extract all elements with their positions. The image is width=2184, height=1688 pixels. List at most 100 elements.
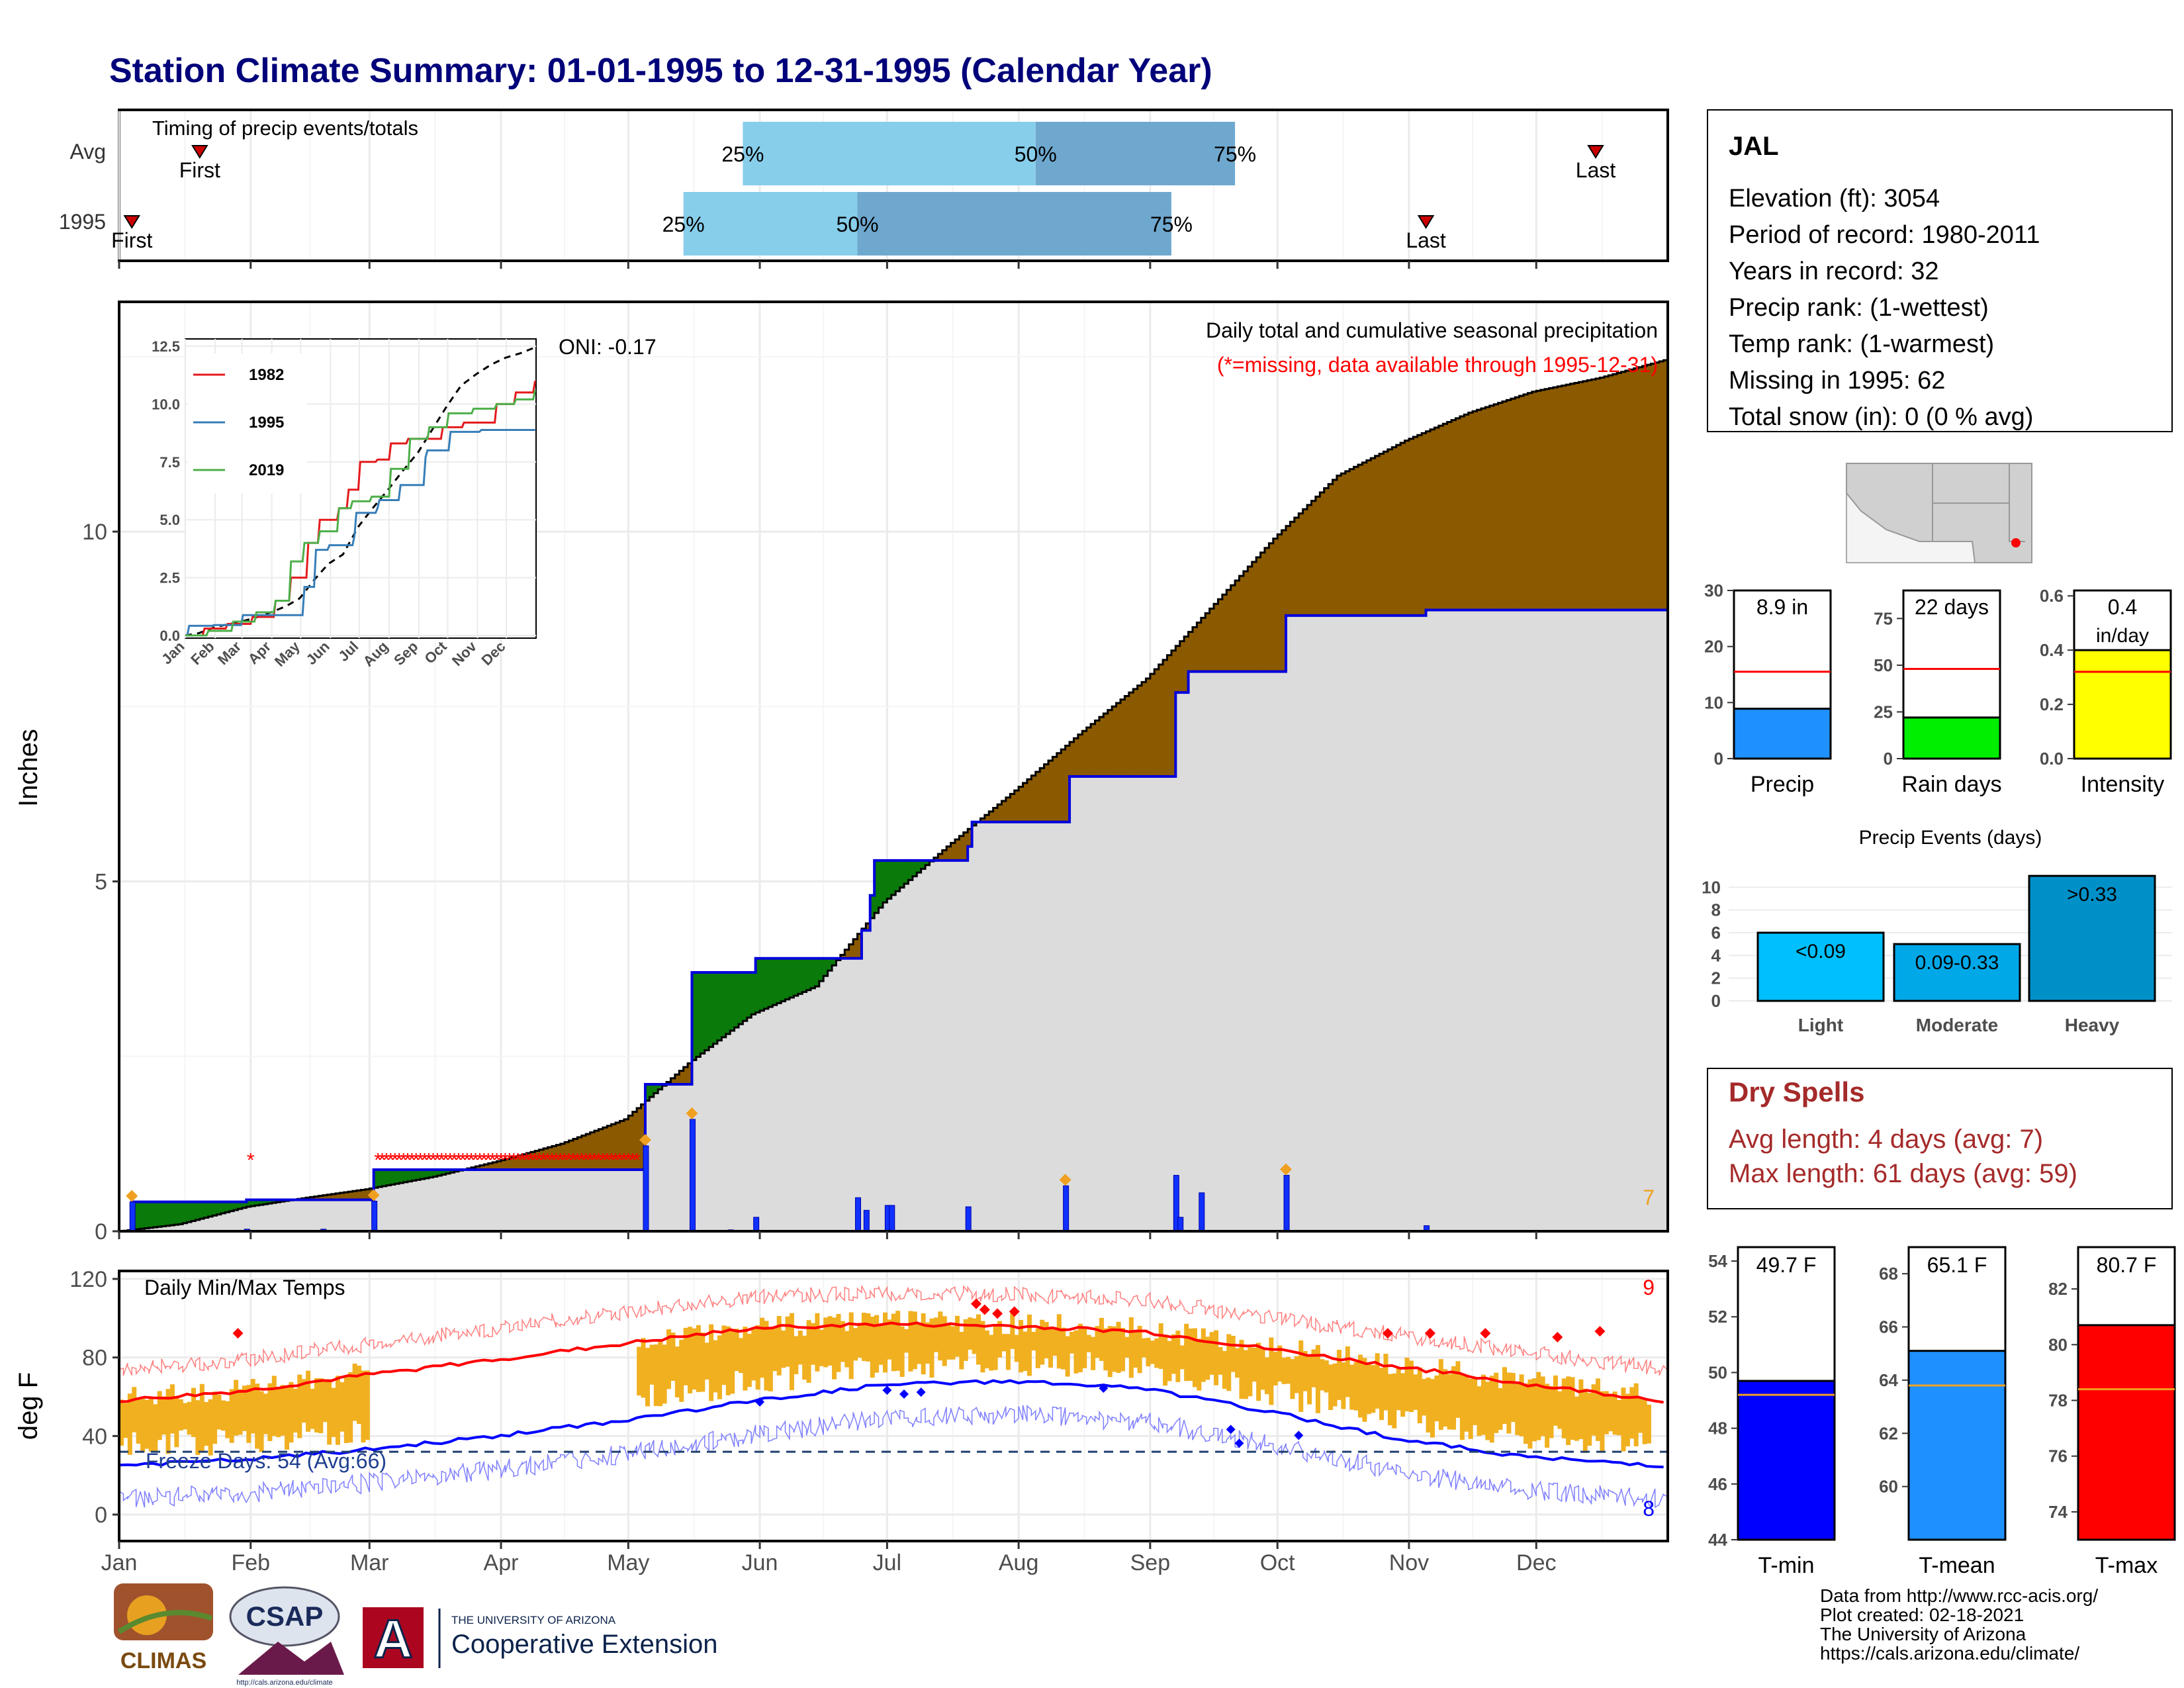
daily-temp-bar bbox=[1286, 1356, 1291, 1384]
daily-precip-bar bbox=[643, 1145, 649, 1232]
climas-logo-text: CLIMAS bbox=[120, 1648, 206, 1673]
summary-bar-text: 8.9 in bbox=[1756, 595, 1808, 619]
timing-first-marker bbox=[191, 145, 208, 159]
timing-q50-label: 50% bbox=[836, 212, 878, 236]
daily-temp-bar bbox=[1549, 1385, 1554, 1438]
daily-temp-bar bbox=[1485, 1382, 1490, 1440]
daily-temp-bar bbox=[853, 1328, 858, 1361]
missing-data-marker: * bbox=[544, 1149, 552, 1171]
temp-bar-tick-label: 44 bbox=[1708, 1530, 1727, 1550]
daily-temp-bar bbox=[1324, 1360, 1329, 1393]
daily-temp-bar bbox=[755, 1325, 760, 1390]
daily-temp-bar bbox=[1596, 1378, 1601, 1441]
daily-temp-bar bbox=[1387, 1374, 1392, 1426]
daily-temp-bar bbox=[153, 1404, 158, 1452]
daily-temp-bar bbox=[1294, 1356, 1299, 1393]
events-bar bbox=[1893, 943, 2021, 1002]
daily-temp-bar bbox=[1396, 1368, 1401, 1411]
daily-temp-bar bbox=[1311, 1349, 1316, 1387]
daily-temp-bar bbox=[327, 1379, 332, 1445]
daily-precip-bar bbox=[965, 1206, 972, 1232]
daily-temp-bar bbox=[1137, 1325, 1142, 1374]
temp-panel-title: Daily Min/Max Temps bbox=[144, 1276, 345, 1299]
daily-temp-bar bbox=[1336, 1350, 1342, 1400]
daily-temp-bar bbox=[1392, 1373, 1397, 1429]
daily-precip-bar bbox=[371, 1201, 378, 1232]
timing-first-label: First bbox=[179, 158, 220, 182]
summary-bar-tick-label: 0.0 bbox=[2040, 749, 2064, 769]
missing-data-marker: * bbox=[404, 1149, 412, 1171]
missing-data-marker: * bbox=[412, 1149, 420, 1171]
timing-last-label: Last bbox=[1406, 228, 1446, 252]
daily-temp-bar bbox=[836, 1313, 841, 1372]
daily-temp-bar bbox=[1328, 1364, 1334, 1411]
daily-temp-bar bbox=[259, 1391, 264, 1452]
temp-bar-label: T-mean bbox=[1919, 1553, 1995, 1578]
daily-temp-bar bbox=[666, 1329, 672, 1389]
daily-temp-bar bbox=[1459, 1374, 1465, 1440]
daily-temp-bar bbox=[1005, 1334, 1011, 1370]
record-low-marker bbox=[882, 1385, 892, 1395]
daily-temp-bar bbox=[980, 1321, 985, 1373]
daily-temp-bar bbox=[234, 1380, 239, 1436]
daily-temp-bar bbox=[255, 1383, 260, 1449]
temp-bar-text: 49.7 F bbox=[1756, 1253, 1817, 1277]
summary-bar-tick-label: 0.4 bbox=[2040, 640, 2064, 660]
daily-precip-bar bbox=[1177, 1217, 1184, 1232]
precip-panel-frame bbox=[118, 301, 1669, 1233]
footer-data-source: Data from http://www.rcc-acis.org/ bbox=[1820, 1585, 2098, 1606]
missing-data-marker: * bbox=[387, 1149, 394, 1171]
events-bar bbox=[1756, 931, 1885, 1002]
daily-temp-bar bbox=[348, 1372, 353, 1443]
daily-temp-bar bbox=[1077, 1323, 1083, 1372]
daily-temp-bar bbox=[1222, 1350, 1227, 1389]
missing-data-marker: * bbox=[497, 1149, 505, 1171]
missing-data-marker: * bbox=[595, 1149, 603, 1171]
record-low-marker bbox=[899, 1389, 909, 1399]
daily-temp-bar bbox=[972, 1318, 977, 1354]
daily-temp-bar bbox=[357, 1366, 362, 1425]
daily-temp-bar bbox=[1128, 1317, 1134, 1378]
daily-temp-bar bbox=[1184, 1323, 1189, 1382]
daily-temp-bar bbox=[178, 1399, 183, 1431]
temp-ytick-label: 80 bbox=[82, 1346, 107, 1371]
missing-data-marker: * bbox=[535, 1149, 543, 1171]
daily-temp-bar bbox=[123, 1403, 128, 1438]
daily-temp-bar bbox=[1205, 1336, 1210, 1380]
daily-temp-bar bbox=[946, 1323, 952, 1360]
missing-data-marker: * bbox=[565, 1149, 573, 1171]
daily-temp-bar bbox=[1612, 1391, 1617, 1435]
location-map-land bbox=[1846, 463, 2032, 563]
timing-q50-q75-bar bbox=[1035, 122, 1236, 185]
climas-logo: CLIMAS bbox=[114, 1583, 213, 1673]
freeze-days-label: Freeze Days: 54 (Avg:66) bbox=[146, 1449, 387, 1473]
precip-ytick-label: 10 bbox=[82, 520, 107, 545]
daily-temp-bar bbox=[1625, 1393, 1630, 1447]
daily-temp-bar bbox=[968, 1317, 973, 1350]
daily-temp-bar bbox=[1099, 1317, 1104, 1361]
daily-temp-bar bbox=[352, 1363, 357, 1421]
month-label: Apr bbox=[484, 1550, 519, 1575]
daily-temp-bar bbox=[743, 1327, 748, 1391]
page-title: Station Climate Summary: 01-01-1995 to 1… bbox=[109, 52, 1212, 90]
daily-temp-bar bbox=[1413, 1374, 1418, 1410]
daily-temp-bar bbox=[1582, 1388, 1588, 1453]
daily-temp-bar bbox=[739, 1338, 744, 1374]
missing-data-marker: * bbox=[620, 1149, 628, 1171]
daily-temp-bar bbox=[1107, 1326, 1113, 1378]
timing-q25-label: 25% bbox=[721, 142, 764, 166]
daily-temp-bar bbox=[1642, 1399, 1647, 1444]
missing-data-marker: * bbox=[506, 1149, 514, 1171]
station-info-box: JAL Elevation (ft): 3054 Period of recor… bbox=[1707, 109, 2173, 432]
timing-panel: 25% 50% 75% First Last 25% 50% 75% First Last Tim… bbox=[59, 109, 1669, 262]
daily-temp-bar bbox=[1014, 1335, 1019, 1362]
missing-data-marker: * bbox=[421, 1149, 429, 1171]
daily-precip-marker bbox=[126, 1190, 138, 1202]
dry-spells-frame bbox=[1707, 1068, 2173, 1209]
daily-temp-bar bbox=[921, 1313, 926, 1375]
record-low-marker bbox=[755, 1397, 765, 1407]
missing-data-marker: * bbox=[459, 1149, 467, 1171]
daily-temp-bar bbox=[306, 1370, 311, 1432]
daily-temp-bar bbox=[1510, 1373, 1516, 1423]
station-missing: Missing in 1995: 62 bbox=[1729, 367, 1945, 395]
